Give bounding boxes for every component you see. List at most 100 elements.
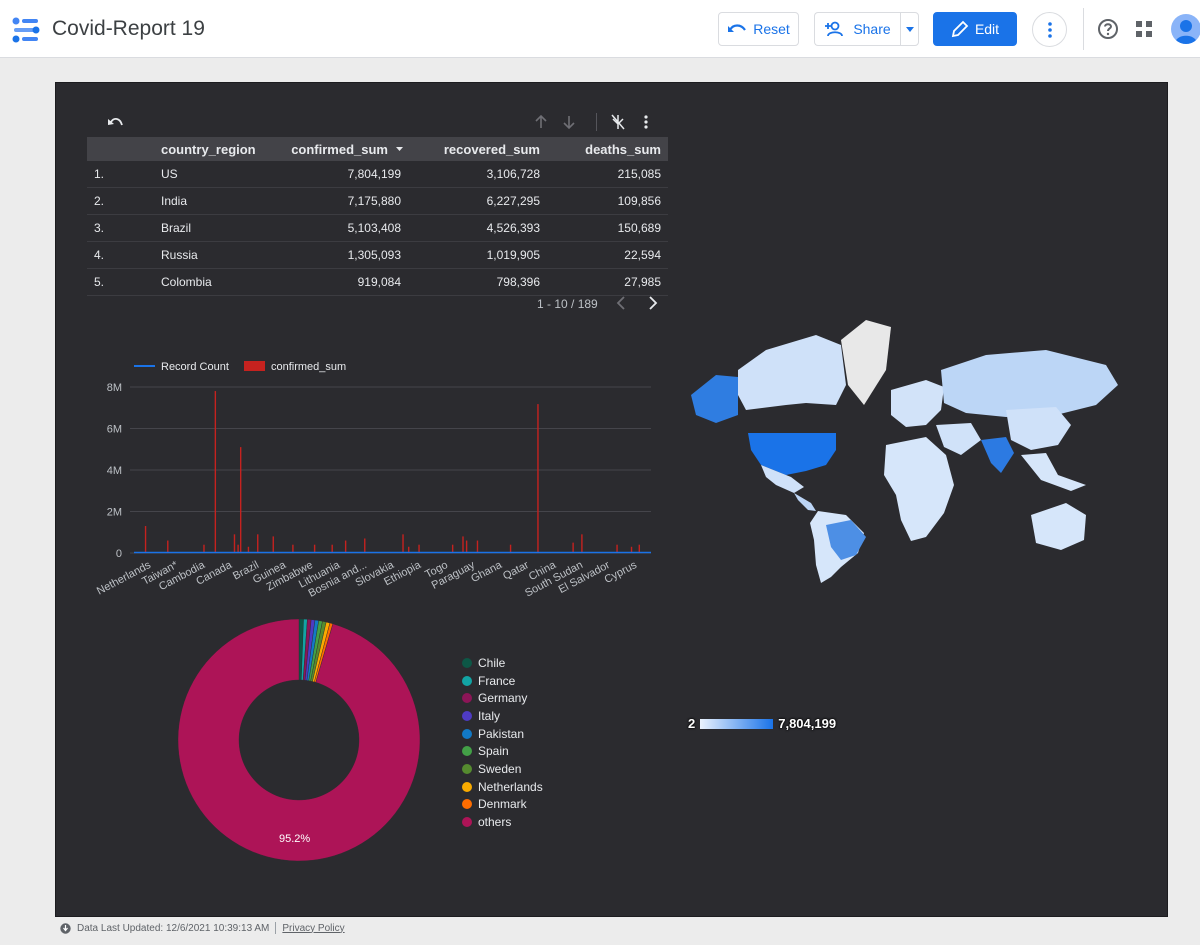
- bar[interactable]: [402, 534, 404, 553]
- legend-item[interactable]: Pakistan: [462, 725, 543, 743]
- cell-recovered: 1,019,905: [486, 248, 540, 262]
- table-toolbar: [88, 111, 668, 133]
- bar[interactable]: [203, 544, 205, 553]
- legend-item[interactable]: Chile: [462, 654, 543, 672]
- x-tick-label: Qatar: [501, 559, 531, 583]
- bar[interactable]: [616, 544, 618, 553]
- bar[interactable]: [239, 447, 242, 553]
- bar[interactable]: [476, 540, 479, 553]
- legend-label: Netherlands: [478, 779, 543, 794]
- legend-item[interactable]: others: [462, 813, 543, 831]
- legend-dot: [462, 675, 472, 686]
- apps-grid-icon: [1136, 21, 1152, 37]
- header-recovered-sum[interactable]: recovered_sum: [443, 141, 540, 157]
- legend-label: confirmed_sum: [271, 361, 346, 373]
- legend-item[interactable]: Netherlands: [462, 778, 543, 796]
- bar[interactable]: [509, 544, 512, 553]
- bar[interactable]: [272, 536, 274, 553]
- table-row[interactable]: 5. Colombia 919,084 798,396 27,985: [87, 269, 668, 296]
- bar[interactable]: [364, 538, 366, 553]
- table-row[interactable]: 1. US 7,804,199 3,106,728 215,085: [87, 161, 668, 188]
- bar[interactable]: [572, 542, 574, 553]
- bar[interactable]: [537, 404, 539, 553]
- bar[interactable]: [167, 540, 169, 553]
- header-deaths-sum[interactable]: deaths_sum: [585, 141, 661, 157]
- map-australia: [1031, 503, 1086, 550]
- last-updated-label: Data Last Updated: 12/6/2021 10:39:13 AM: [77, 922, 270, 934]
- privacy-policy-link[interactable]: Privacy Policy: [282, 922, 345, 934]
- header-country-region[interactable]: country_region: [161, 141, 256, 157]
- pagination-label: 1 - 10 / 189: [537, 297, 598, 311]
- bar[interactable]: [344, 540, 347, 553]
- bar[interactable]: [233, 534, 236, 553]
- map-middle-east: [936, 423, 981, 455]
- share-button[interactable]: Share: [814, 12, 901, 46]
- bar[interactable]: [214, 391, 217, 553]
- edit-button[interactable]: Edit: [933, 12, 1017, 46]
- bar[interactable]: [292, 544, 294, 553]
- bar[interactable]: [257, 534, 259, 553]
- world-map[interactable]: [686, 315, 1126, 595]
- bar[interactable]: [451, 544, 454, 553]
- sort-up-icon[interactable]: [535, 115, 547, 129]
- y-tick-label: 8M: [107, 382, 122, 394]
- legend-label: Chile: [478, 655, 506, 670]
- legend-item[interactable]: Denmark: [462, 796, 543, 814]
- data-table: country_region confirmed_sum recovered_s…: [87, 137, 668, 296]
- bar[interactable]: [418, 544, 420, 553]
- share-dropdown-button[interactable]: [900, 12, 919, 46]
- add-person-icon: [825, 21, 844, 37]
- legend-item[interactable]: Italy: [462, 707, 543, 725]
- bar[interactable]: [144, 526, 147, 553]
- bar[interactable]: [465, 540, 468, 553]
- help-icon: [1098, 19, 1118, 39]
- bar[interactable]: [638, 544, 640, 553]
- drill-off-icon[interactable]: [611, 114, 625, 130]
- header-confirmed-sum[interactable]: confirmed_sum: [291, 137, 403, 161]
- cell-deaths: 109,856: [617, 194, 661, 208]
- cell-country: Russia: [161, 248, 198, 262]
- legend-item[interactable]: confirmed_sum: [244, 361, 346, 373]
- bar[interactable]: [331, 544, 333, 553]
- table-row[interactable]: 3. Brazil 5,103,408 4,526,393 150,689: [87, 215, 668, 242]
- more-vert-icon[interactable]: [644, 115, 648, 129]
- bar[interactable]: [630, 546, 633, 553]
- chevron-right-icon[interactable]: [648, 296, 658, 310]
- bar[interactable]: [247, 546, 250, 553]
- cell-recovered: 798,396: [496, 275, 540, 289]
- legend-label: Germany: [478, 691, 528, 706]
- legend-item[interactable]: France: [462, 672, 543, 690]
- map-color-scale: 2 7,804,199: [688, 716, 836, 731]
- user-avatar[interactable]: [1171, 14, 1200, 44]
- y-tick-label: 0: [116, 548, 122, 560]
- row-index: 1.: [94, 167, 105, 181]
- legend-item[interactable]: Sweden: [462, 760, 543, 778]
- legend-item[interactable]: Record Count: [134, 361, 229, 373]
- help-button[interactable]: [1096, 17, 1120, 41]
- map-europe: [891, 380, 944, 427]
- table-row[interactable]: 2. India 7,175,880 6,227,295 109,856: [87, 188, 668, 215]
- chevron-left-icon[interactable]: [616, 296, 626, 310]
- bar[interactable]: [408, 546, 410, 553]
- apps-button[interactable]: [1132, 17, 1156, 41]
- bar[interactable]: [237, 544, 239, 553]
- legend-item[interactable]: Germany: [462, 689, 543, 707]
- info-icon: [60, 922, 71, 934]
- undo-icon[interactable]: [108, 116, 124, 128]
- footer: Data Last Updated: 12/6/2021 10:39:13 AM…: [60, 922, 345, 934]
- legend-label: Denmark: [478, 797, 527, 812]
- scale-max-label: 7,804,199: [778, 716, 837, 731]
- reset-button[interactable]: Reset: [718, 12, 799, 46]
- more-options-button[interactable]: [1032, 12, 1067, 47]
- bar[interactable]: [313, 544, 316, 553]
- bar[interactable]: [581, 534, 583, 553]
- bar[interactable]: [462, 536, 464, 553]
- pie-legend: Chile France Germany Italy Pakistan Spain Swed…: [462, 654, 543, 831]
- pie-slice[interactable]: [177, 618, 421, 862]
- table-row[interactable]: 4. Russia 1,305,093 1,019,905 22,594: [87, 242, 668, 269]
- map-mexico: [761, 465, 804, 493]
- report-title[interactable]: Covid-Report 19: [52, 17, 205, 40]
- legend-item[interactable]: Spain: [462, 742, 543, 760]
- cell-recovered: 4,526,393: [486, 221, 540, 235]
- sort-down-icon[interactable]: [563, 115, 575, 129]
